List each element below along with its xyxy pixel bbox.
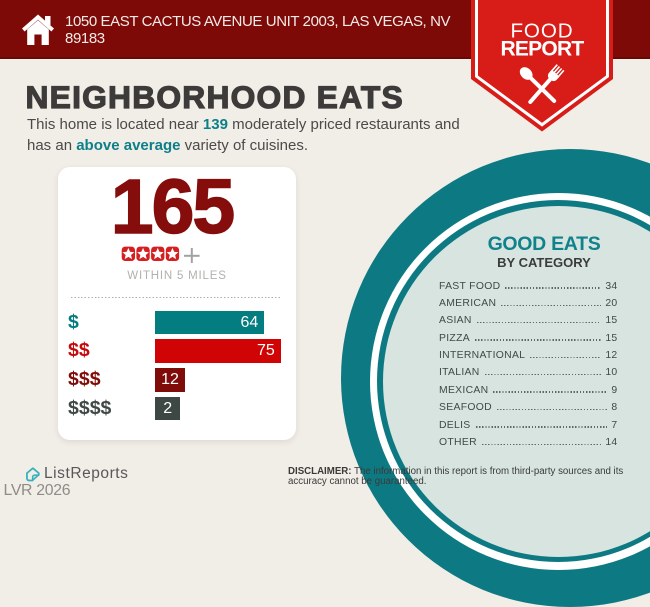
svg-text:REPORT: REPORT xyxy=(500,38,584,61)
svg-text:FOOD: FOOD xyxy=(510,20,573,43)
